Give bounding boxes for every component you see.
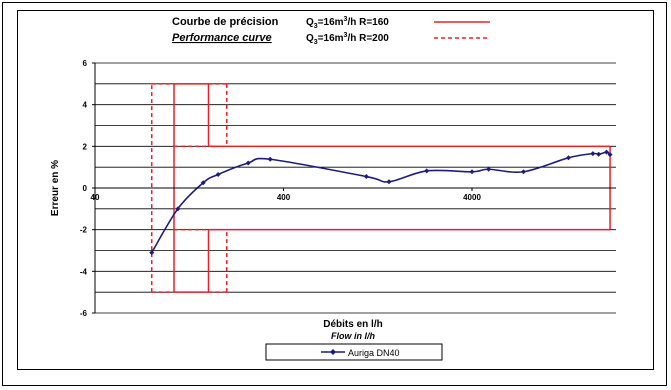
data-point — [245, 160, 251, 166]
data-point — [486, 166, 492, 172]
x-axis-label: Débits en l/h — [323, 319, 382, 330]
data-point — [215, 171, 221, 177]
data-point — [596, 151, 602, 157]
x-axis-label-translation: Flow in l/h — [331, 331, 375, 341]
chart-frame — [17, 10, 654, 370]
series-legend-box — [265, 343, 443, 361]
series-layer — [149, 149, 613, 256]
data-point — [607, 152, 613, 158]
y-tick-label: 4 — [83, 101, 88, 110]
x-tick-label: 400 — [277, 193, 291, 202]
y-tick-label: -2 — [80, 226, 88, 235]
data-point — [149, 250, 155, 256]
data-point — [386, 179, 392, 185]
data-point — [565, 155, 571, 161]
y-tick-label: 0 — [83, 184, 88, 193]
y-axis-label: Erreur en % — [50, 160, 61, 216]
x-tick-label: 4000 — [463, 193, 481, 202]
x-tick-label: 40 — [91, 193, 100, 202]
y-tick-label: -6 — [80, 309, 88, 318]
y-tick-label: -4 — [80, 267, 88, 276]
data-point — [604, 149, 610, 155]
data-point — [363, 174, 369, 180]
chart-title: Courbe de précision — [172, 16, 279, 28]
axis-layer: 6 4 2 0 -2 -4 -6 40 400 4000 — [80, 59, 616, 318]
outer-frame — [2, 2, 667, 386]
data-point — [267, 156, 273, 162]
y-tick-label: 6 — [83, 59, 88, 68]
data-point — [200, 180, 206, 186]
series-legend-label: Auriga DN40 — [348, 348, 400, 358]
data-point — [469, 169, 475, 175]
tolerance-envelope-layer — [150, 83, 611, 293]
data-point — [590, 151, 596, 157]
data-point — [520, 169, 526, 175]
y-tick-label: 2 — [83, 142, 88, 151]
tolerance-legend-label: Q3=16m3/h R=200 — [306, 32, 389, 46]
chart-title-translation: Performance curve — [172, 32, 272, 44]
tolerance-legend-label: Q3=16m3/h R=160 — [306, 16, 389, 30]
data-point — [424, 168, 430, 174]
series-legend-marker — [330, 349, 336, 355]
data-point — [175, 206, 181, 212]
